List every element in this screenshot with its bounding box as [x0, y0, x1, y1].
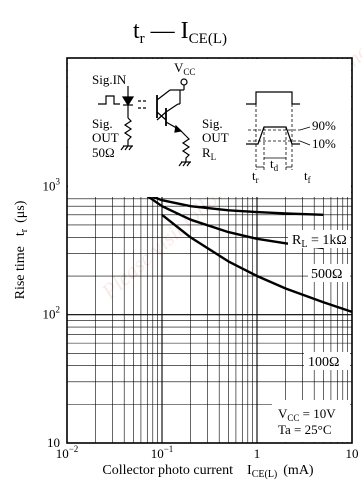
pct-90-label: 90% — [312, 118, 336, 133]
load-resistor — [181, 135, 191, 162]
x-tick-label: 10−1 — [151, 444, 174, 461]
y-tick-label: 103 — [43, 176, 61, 193]
input-waveform — [246, 91, 300, 105]
circuit-labels: Sig.IN VCC Sig. OUT 50Ω Sig. OUT RL 90% … — [92, 60, 336, 185]
pct-10-label: 10% — [312, 136, 336, 151]
tf-marker-label: tf — [304, 168, 311, 185]
series-label-100: 100Ω — [308, 355, 339, 370]
sig-out-right-label-2: OUT — [202, 130, 229, 145]
ta-condition: Ta = 25°C — [278, 422, 332, 437]
series-label-500: 500Ω — [311, 267, 342, 282]
sig-out-left-label-2: OUT — [92, 130, 119, 145]
test-circuit-diagram — [98, 78, 311, 170]
y-tick-label: 102 — [43, 305, 61, 322]
chart-title: tr — ICE(L) — [133, 18, 227, 47]
rl-circuit-label: RL — [202, 145, 216, 162]
y-tick-labels: 10 102 103 — [43, 176, 61, 450]
x-tick-label: 1 — [254, 446, 261, 461]
input-pulse-shape — [98, 95, 120, 105]
series-line-2 — [161, 213, 353, 314]
led-symbol — [121, 96, 135, 107]
resistor-50-ohm — [123, 117, 133, 146]
series-line-1 — [132, 185, 324, 250]
sig-out-right-label-1: Sig. — [202, 116, 223, 131]
circuit-inset — [68, 59, 351, 197]
tr-marker-label: tr — [252, 168, 259, 185]
x-tick-labels: 10−2 10−1 1 10 — [56, 444, 359, 461]
emitter-arrow — [174, 124, 183, 133]
series-label-1k: RL = 1kΩ — [292, 233, 347, 250]
td-marker-label: td — [270, 156, 279, 173]
x-axis-label: Collector photo current ICE(L) (mA) — [102, 463, 314, 480]
plot-frame — [66, 57, 353, 444]
series-labels: RL = 1kΩ 500Ω 100Ω — [288, 230, 350, 370]
x-tick-label: 10−2 — [56, 444, 79, 461]
vcc-condition: VCC = 10V — [278, 406, 336, 423]
sig-out-left-label-1: Sig. — [92, 116, 113, 131]
resistor-50-label: 50Ω — [92, 145, 115, 160]
x-tick-label: 10 — [346, 446, 359, 461]
y-axis-label: Rise timetr(μs) — [13, 200, 30, 299]
conditions-box: VCC = 10V Ta = 25°C — [272, 400, 350, 442]
y-tick-label: 10 — [47, 435, 60, 450]
sig-in-label: Sig.IN — [92, 72, 127, 87]
vcc-label: VCC — [174, 60, 195, 77]
